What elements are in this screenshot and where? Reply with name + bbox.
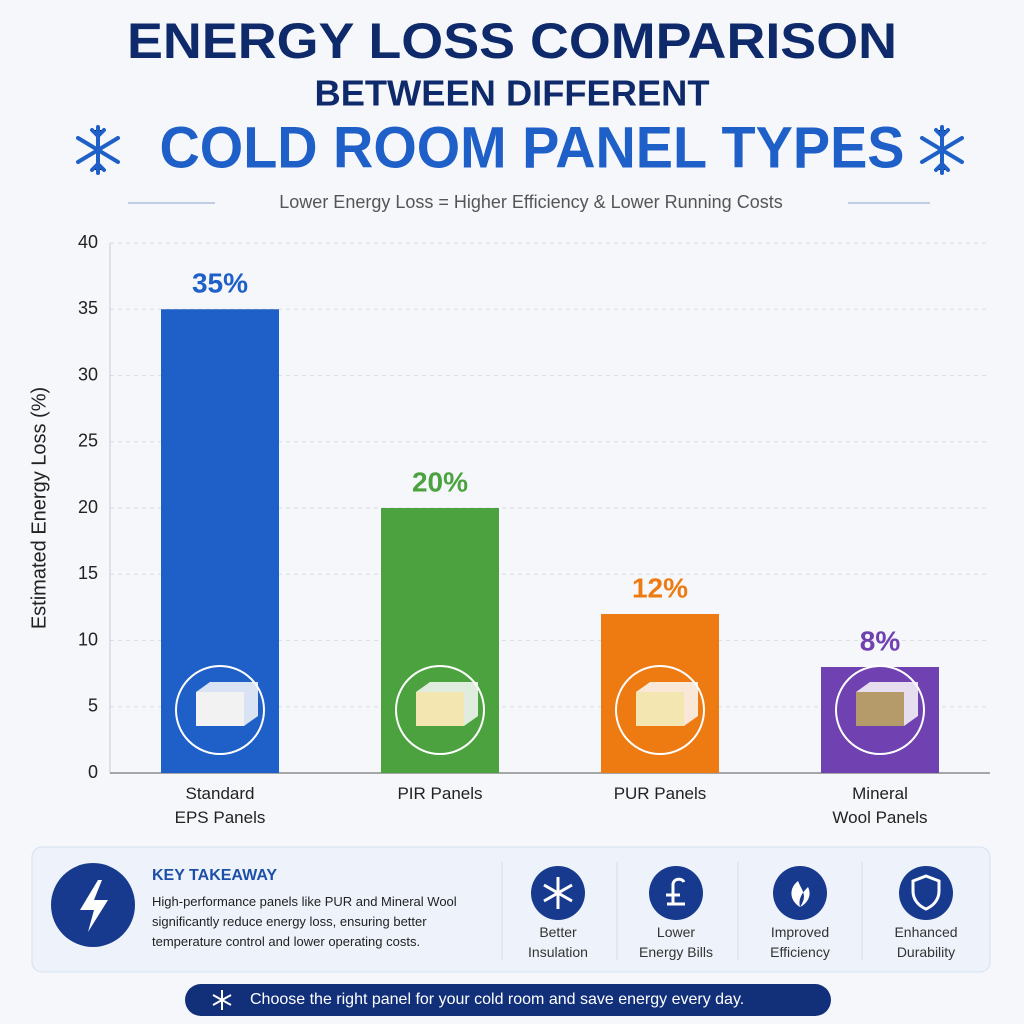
y-tick-label: 35 [78, 298, 98, 318]
x-tick-label: PUR Panels [613, 784, 707, 803]
value-label: 20% [412, 466, 468, 497]
panel-icon [395, 665, 485, 755]
feature-label: Enhanced Durability [894, 924, 958, 960]
y-tick-label: 10 [78, 629, 98, 649]
panel-icon [196, 682, 258, 726]
value-label: 35% [192, 268, 248, 299]
value-label: 12% [632, 572, 688, 603]
snowflake-icon [212, 990, 232, 1010]
panel-icon [856, 682, 918, 726]
title-line: BETWEEN DIFFERENT [315, 73, 710, 114]
panel-icon [835, 665, 925, 755]
y-tick-label: 20 [78, 497, 98, 517]
footer-text: Choose the right panel for your cold roo… [250, 991, 744, 1008]
title-line: ENERGY LOSS COMPARISON [127, 13, 897, 69]
y-tick-label: 40 [78, 232, 98, 252]
title-line: COLD ROOM PANEL TYPES [160, 115, 905, 180]
takeaway-box [31, 846, 991, 973]
feature-icons [531, 866, 953, 920]
takeaway-title: KEY TAKEAWAY [152, 867, 277, 884]
x-tick-label: PIR Panels [397, 784, 483, 803]
x-tick-label: Mineral Wool Panels [832, 784, 928, 827]
panel-icon [416, 682, 478, 726]
panel-icon [856, 692, 904, 726]
y-tick-label: 15 [78, 563, 98, 583]
panel-icon [175, 665, 265, 755]
takeaway-text: High-performance panels like PUR and Min… [152, 894, 457, 949]
x-tick-label: Standard EPS Panels [174, 784, 266, 827]
bar [381, 508, 499, 773]
feature-dividers [501, 862, 863, 960]
y-tick-label: 0 [88, 762, 98, 782]
panel-icon [416, 692, 464, 726]
value-label: 8% [860, 625, 901, 656]
y-axis-label: Estimated Energy Loss (%) [28, 387, 50, 629]
feature-label: Better Insulation [528, 924, 588, 960]
panel-icon [636, 682, 698, 726]
footer-banner [185, 984, 831, 1016]
feature-label: Lower Energy Bills [639, 924, 713, 960]
feature-label: Improved Efficiency [770, 924, 830, 960]
subtitle: Lower Energy Loss = Higher Efficiency & … [279, 192, 782, 212]
snowflake-icon [76, 125, 964, 175]
panel-icon [636, 692, 684, 726]
y-tick-label: 5 [88, 696, 98, 716]
y-tick-label: 25 [78, 431, 98, 451]
lightning-icon [80, 880, 108, 932]
panel-icon [196, 692, 244, 726]
y-tick-label: 30 [78, 364, 98, 384]
panel-icon [615, 665, 705, 755]
